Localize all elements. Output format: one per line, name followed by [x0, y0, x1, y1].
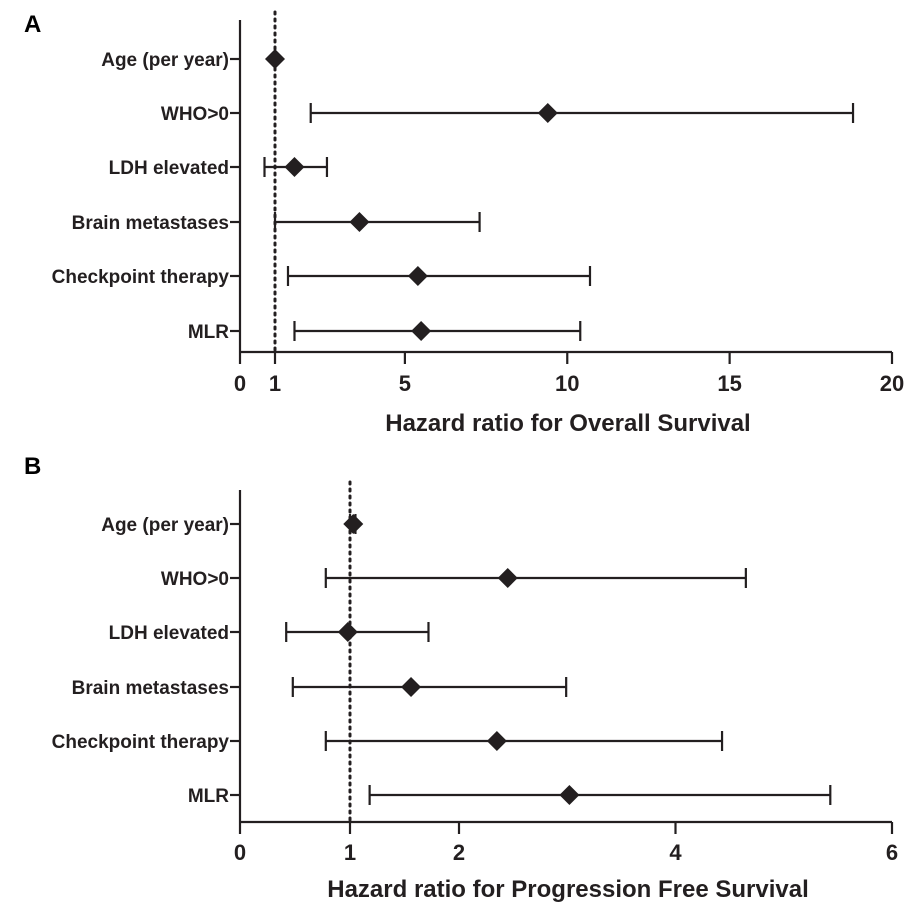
category-label: Checkpoint therapy — [52, 732, 230, 753]
category-label: WHO>0 — [161, 104, 229, 125]
x-tick-label: 1 — [344, 840, 356, 865]
panel-b: B 0 1 2 4 6 Age (per year) WHO>0 LDH elevated Br… — [24, 453, 898, 903]
x-tick-label: 1 — [269, 371, 281, 396]
estimate-marker — [343, 514, 364, 534]
x-tick-label: 10 — [555, 371, 579, 396]
category-label: WHO>0 — [161, 569, 229, 590]
estimate-marker — [265, 49, 285, 69]
estimate-marker — [559, 785, 580, 805]
estimate-marker — [337, 622, 358, 642]
category-label: LDH elevated — [109, 623, 229, 644]
estimate-marker — [486, 731, 507, 751]
panel-a-letter: A — [24, 11, 41, 38]
estimate-marker — [411, 321, 432, 341]
x-tick-label: 5 — [399, 371, 411, 396]
x-tick-label: 15 — [717, 371, 741, 396]
category-label: Brain metastases — [72, 678, 229, 699]
estimate-marker — [284, 157, 305, 177]
estimate-marker — [401, 677, 422, 697]
x-tick-label: 4 — [669, 840, 682, 865]
panel-b-letter: B — [24, 453, 41, 480]
estimate-marker — [407, 266, 428, 286]
x-tick-label: 2 — [453, 840, 465, 865]
x-tick-label: 0 — [234, 840, 246, 865]
category-label: MLR — [188, 322, 229, 343]
category-label: MLR — [188, 786, 229, 807]
panel-b-plot: 0 1 2 4 6 Age (per year) WHO>0 LDH elevated Brai… — [52, 480, 898, 865]
panel-a-x-axis-title: Hazard ratio for Overall Survival — [385, 410, 750, 437]
category-label: Checkpoint therapy — [52, 267, 230, 288]
x-tick-label: 20 — [880, 371, 904, 396]
category-label: Brain metastases — [72, 213, 229, 234]
panel-b-x-axis-title: Hazard ratio for Progression Free Surviv… — [327, 876, 809, 903]
category-label: Age (per year) — [101, 50, 229, 71]
estimate-marker — [349, 212, 370, 232]
x-tick-label: 0 — [234, 371, 246, 396]
estimate-marker — [497, 568, 518, 588]
x-tick-label: 6 — [886, 840, 898, 865]
estimate-marker — [537, 103, 558, 123]
category-label: Age (per year) — [101, 515, 229, 536]
category-label: LDH elevated — [109, 158, 229, 179]
